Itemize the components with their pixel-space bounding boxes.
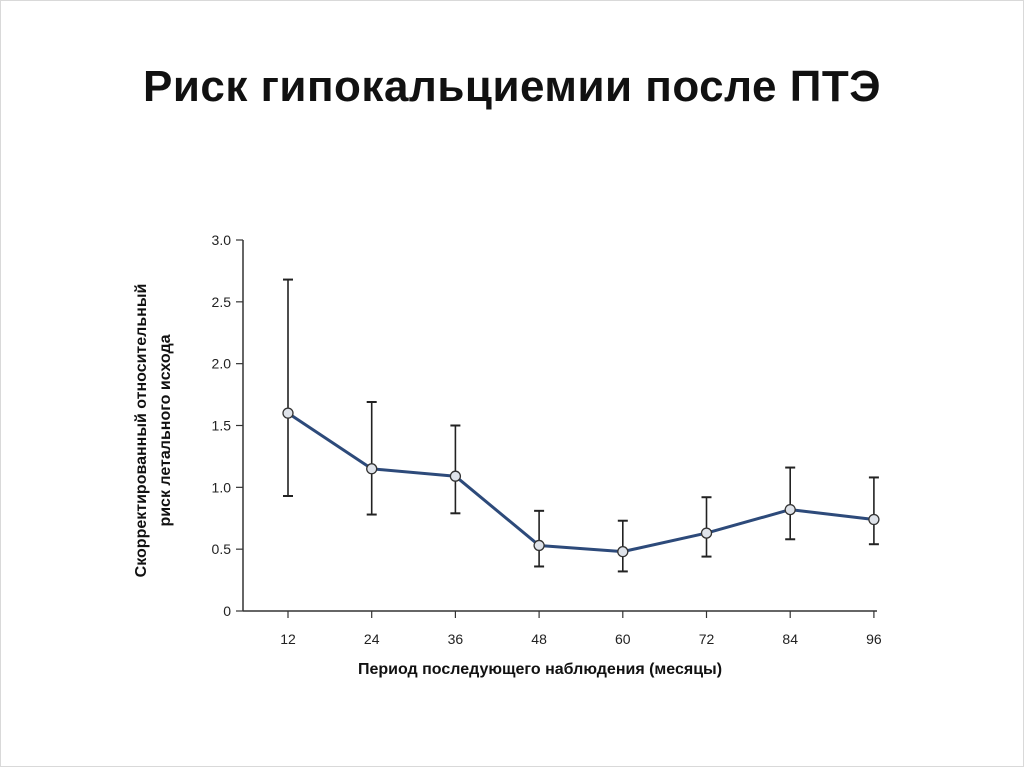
- x-tick-label: 60: [615, 631, 631, 647]
- x-tick-label: 36: [448, 631, 464, 647]
- y-tick-label: 0.5: [212, 541, 232, 557]
- series-line-group: [287, 411, 875, 554]
- y-tick-label: 3.0: [212, 232, 232, 248]
- data-point: [449, 470, 462, 482]
- y-tick-label: 0: [223, 603, 231, 619]
- y-tick-label: 2.0: [212, 356, 232, 372]
- x-axis-ticks: 12 24 36 48 60 72 84 96: [280, 611, 882, 647]
- slide-title: Риск гипокальциемии после ПТЭ: [142, 62, 881, 111]
- data-point: [282, 407, 294, 419]
- error-bars: [283, 278, 879, 573]
- data-point: [533, 539, 545, 552]
- x-tick-label: 96: [866, 631, 882, 647]
- data-point: [868, 513, 880, 526]
- data-point: [366, 463, 378, 475]
- data-point: [784, 503, 796, 516]
- data-point: [700, 527, 713, 539]
- chart-axes: [242, 240, 877, 612]
- x-tick-label: 12: [280, 631, 296, 647]
- data-points: [282, 407, 880, 558]
- data-point: [617, 545, 629, 558]
- y-axis-ticks: 0 0.5 1.0 1.5 2.0 2.5 3.0: [212, 232, 243, 619]
- y-tick-label: 2.5: [212, 294, 232, 310]
- series-line: [287, 411, 875, 554]
- y-axis-title-line-1: Скорректированный относительный: [133, 284, 150, 578]
- x-tick-label: 24: [364, 631, 380, 647]
- y-tick-label: 1.0: [212, 479, 232, 495]
- x-tick-label: 48: [531, 631, 547, 647]
- x-tick-label: 72: [699, 631, 715, 647]
- y-tick-label: 1.5: [212, 418, 232, 434]
- x-axis-title: Период последующего наблюдения (месяцы): [358, 661, 722, 678]
- x-tick-label: 84: [782, 631, 798, 647]
- y-axis-title-line-2: риск летального исхода: [157, 334, 174, 526]
